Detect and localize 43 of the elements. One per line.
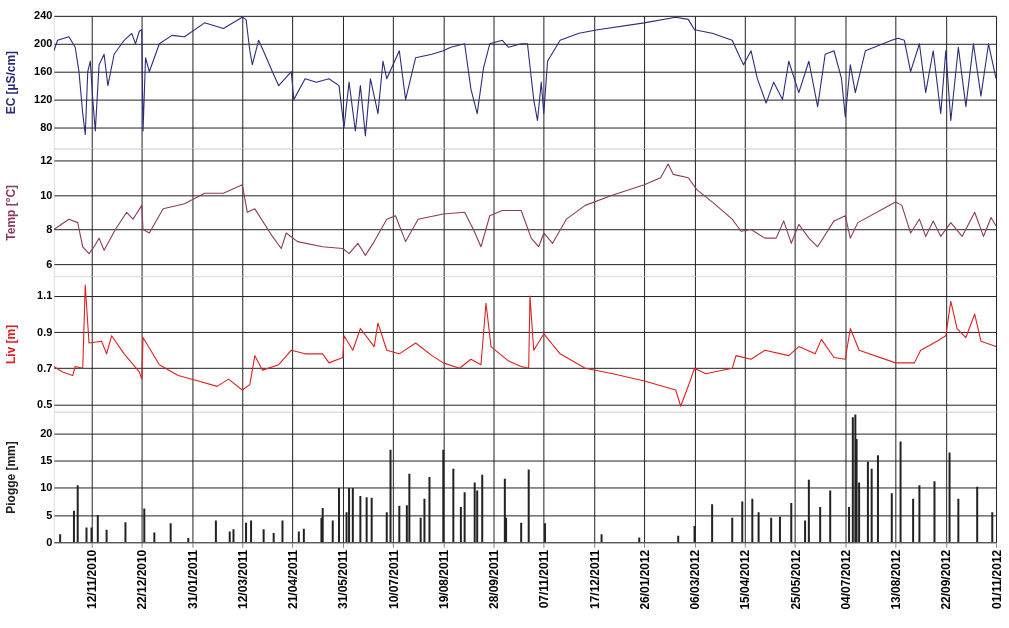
y-tick-label: 0.5: [37, 397, 53, 410]
y-tick-label: 1.1: [37, 289, 53, 302]
x-tick-label: 17/12/2011: [587, 549, 602, 609]
x-tick-label: 10/07/2011: [386, 549, 401, 609]
x-tick-label: 13/08/2012: [889, 549, 904, 610]
x-tick-label: 07/11/2011: [537, 549, 552, 609]
x-tick-label: 22/09/2012: [939, 549, 954, 610]
y-axis-title: Liv [m]: [4, 324, 19, 364]
y-tick-label: 200: [34, 37, 53, 50]
y-tick-label: 6: [46, 257, 53, 270]
y-axis-title: Temp [°C]: [4, 184, 19, 241]
y-tick-label: 5: [46, 508, 53, 521]
y-tick-label: 10: [40, 188, 53, 201]
line-series: [53, 163, 997, 256]
x-tick-label: 31/01/2011: [185, 549, 200, 609]
y-tick-label: 120: [34, 93, 53, 106]
x-tick-label: 22/12/2010: [135, 549, 150, 610]
y-tick-label: 12: [40, 154, 53, 167]
y-tick-label: 20: [40, 426, 53, 439]
x-tick-label: 04/07/2012: [838, 549, 853, 610]
x-tick-label: 06/03/2012: [688, 549, 703, 610]
x-tick-label: 28/09/2011: [487, 549, 502, 609]
y-tick-label: 8: [46, 223, 53, 236]
x-tick-label: 12/11/2010: [85, 549, 100, 609]
x-tick-label: 31/05/2011: [336, 549, 351, 609]
y-tick-label: 0.9: [37, 325, 53, 338]
line-series: [53, 284, 997, 407]
x-tick-label: 19/08/2011: [436, 549, 451, 609]
y-tick-label: 160: [34, 65, 53, 78]
x-tick-label: 21/04/2011: [286, 549, 301, 609]
y-tick-label: 0.7: [37, 361, 53, 374]
x-tick-label: 15/04/2012: [738, 549, 753, 610]
y-tick-label: 15: [40, 454, 53, 467]
x-tick-label: 12/03/2011: [235, 549, 250, 609]
y-axis-title: Piogge [mm]: [4, 441, 19, 514]
y-axis-title: EC [µS/cm]: [4, 50, 19, 115]
y-tick-label: 240: [34, 9, 53, 22]
x-tick-label: 26/01/2012: [637, 549, 652, 610]
y-tick-label: 80: [40, 121, 53, 134]
x-tick-label: 25/05/2012: [788, 549, 803, 610]
y-tick-label: 0: [46, 535, 53, 548]
y-tick-label: 10: [40, 481, 53, 494]
x-tick-label: 01/11/2012: [989, 549, 1004, 609]
